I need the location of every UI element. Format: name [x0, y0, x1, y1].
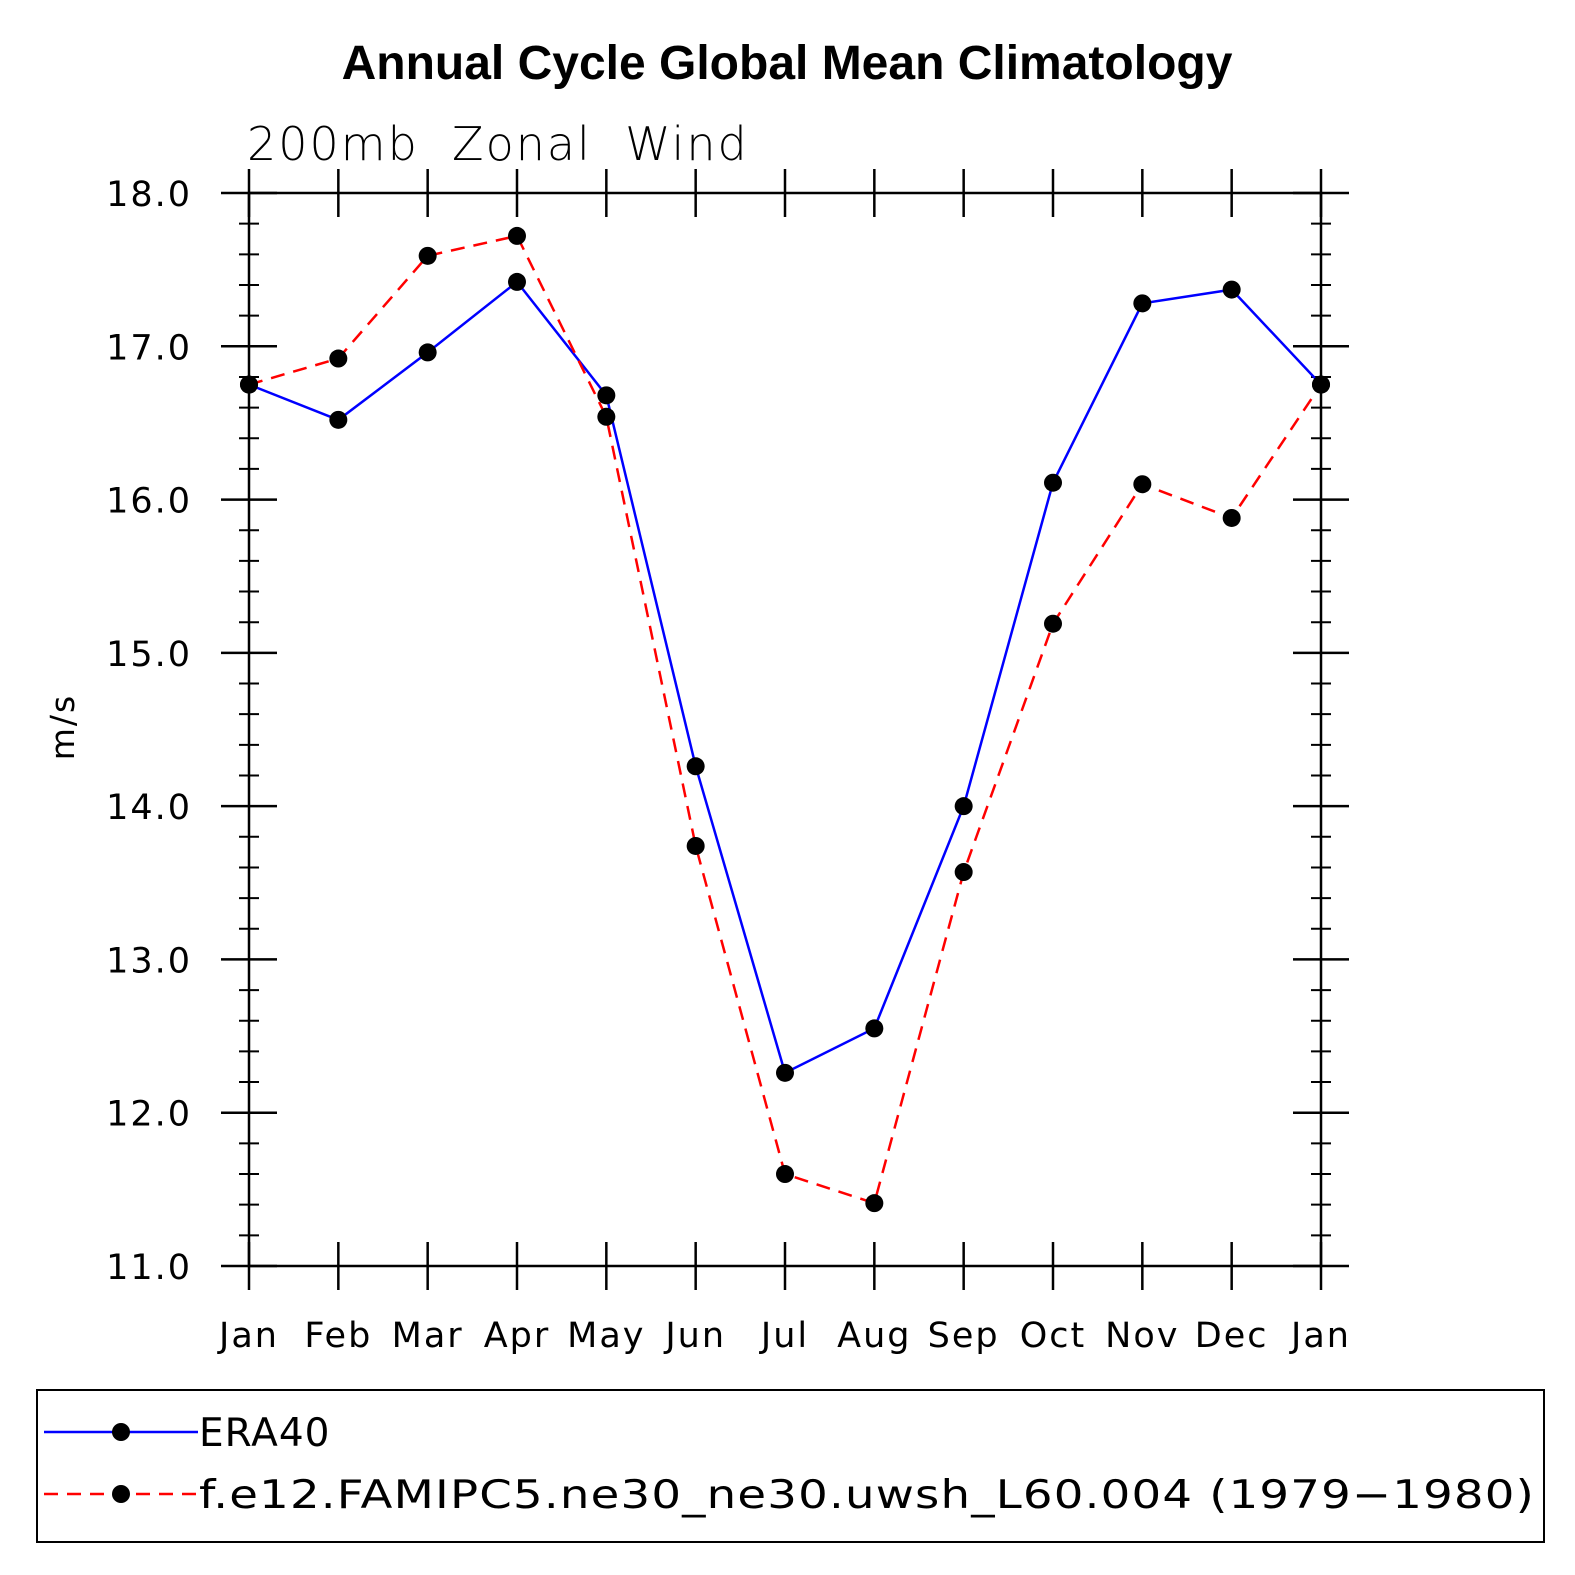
series-0-point [508, 272, 526, 291]
series-0-point [597, 386, 616, 405]
y-tick-label: 17.0 [106, 328, 192, 368]
x-tick-label: Nov [1105, 1316, 1179, 1356]
series-1-point [1044, 614, 1062, 633]
y-axis-label: m/s [43, 694, 82, 760]
y-tick-label: 15.0 [106, 635, 192, 675]
series-1-point [597, 407, 616, 426]
x-tick-label: Jan [1289, 1316, 1351, 1356]
series-0-point [776, 1063, 794, 1082]
x-tick-label: Oct [1020, 1316, 1087, 1356]
y-tick-label: 16.0 [106, 482, 192, 522]
legend-marker-era40 [112, 1423, 130, 1441]
series-1-point [1133, 475, 1152, 494]
series-1-point [686, 836, 705, 855]
series-1-point [240, 375, 258, 394]
x-tick-label: Apr [484, 1316, 551, 1356]
series-0-point [418, 343, 437, 362]
y-tick-label: 14.0 [106, 788, 192, 828]
series-line-1 [248, 234, 1323, 1205]
x-tick-label: Sep [928, 1316, 1000, 1356]
plot-frame [247, 191, 1323, 1268]
y-tick-label: 13.0 [106, 941, 192, 981]
y-tick-label: 12.0 [106, 1095, 192, 1135]
series-0-point [1044, 473, 1062, 492]
legend: ERA40 f.e12.FAMIPC5.ne30_ne30.uwsh_L60.0… [36, 1389, 1545, 1543]
series-1-point [954, 863, 973, 882]
x-tick-label: Aug [837, 1316, 911, 1356]
series-0-point [865, 1019, 884, 1038]
series-1-point [418, 246, 437, 265]
x-tick-label: May [567, 1316, 645, 1356]
axes-layer: Jan Feb Mar Apr May Jun Jul Aug Sep Oct Nov Dec Jan 1… [106, 169, 1351, 1356]
series-1-point [329, 349, 348, 368]
y-tick-label: 18.0 [106, 175, 192, 215]
x-tick-label: Mar [392, 1316, 464, 1356]
legend-box [36, 1389, 1545, 1543]
series-1-point [1312, 375, 1330, 394]
x-tick-label: Jun [663, 1316, 726, 1356]
series-0-point [954, 797, 973, 816]
x-tick-label: Feb [304, 1316, 372, 1356]
legend-marker-model [112, 1485, 130, 1503]
y-tick-label: 11.0 [106, 1248, 192, 1288]
x-tick-label: Jul [759, 1316, 809, 1356]
legend-label-era40: ERA40 [199, 1411, 330, 1456]
series-1-point [508, 226, 526, 245]
series-1-point [1222, 508, 1241, 527]
series-layer [240, 226, 1330, 1213]
series-1-point [776, 1165, 794, 1184]
series-1-point [865, 1194, 884, 1213]
x-tick-label: Jan [217, 1316, 279, 1356]
legend-label-model: f.e12.FAMIPC5.ne30_ne30.uwsh_L60.004 (19… [199, 1473, 1535, 1518]
x-tick-label: Dec [1195, 1316, 1269, 1356]
series-0-point [686, 757, 705, 776]
series-0-point [1222, 280, 1241, 299]
chart-title: Annual Cycle Global Mean Climatology [342, 37, 1233, 90]
chart-subtitle: 200mb Zonal Wind [247, 117, 749, 171]
series-0-point [329, 410, 348, 429]
series-0-point [1133, 294, 1152, 313]
series-line-0 [248, 280, 1322, 1075]
